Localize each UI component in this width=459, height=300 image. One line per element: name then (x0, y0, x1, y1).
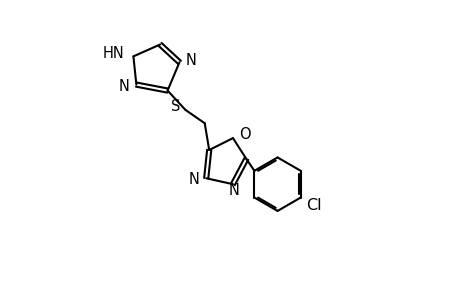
Text: S: S (170, 99, 179, 114)
Text: HN: HN (102, 46, 124, 61)
Text: N: N (119, 79, 129, 94)
Text: N: N (188, 172, 199, 187)
Text: O: O (239, 127, 251, 142)
Text: Cl: Cl (305, 198, 321, 213)
Text: N: N (185, 53, 196, 68)
Text: N: N (229, 183, 240, 198)
